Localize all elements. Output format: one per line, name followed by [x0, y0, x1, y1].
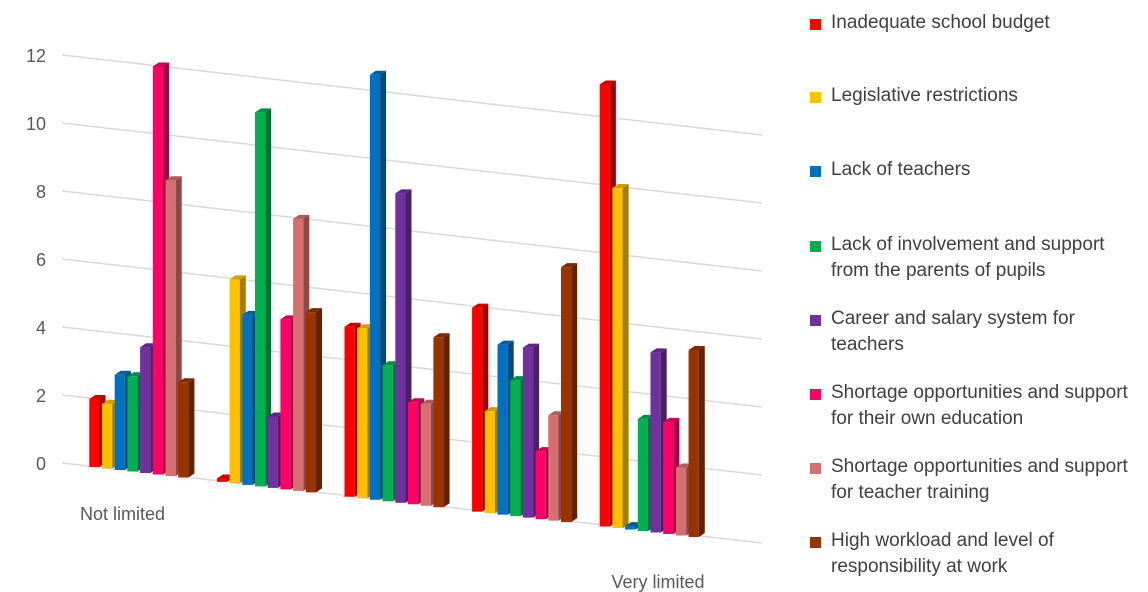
- gridline: [61, 122, 763, 204]
- y-tick-label: 0: [36, 454, 46, 474]
- legend-label: Legislative restrictions: [831, 85, 1018, 106]
- y-tick-label: 2: [36, 386, 46, 406]
- y-tick-label: 12: [26, 46, 46, 66]
- y-tick-label: 6: [36, 250, 46, 270]
- y-tick-label: 10: [26, 114, 46, 134]
- bar: [612, 184, 629, 529]
- y-tick-label: 8: [36, 182, 46, 202]
- gridline: [61, 54, 763, 136]
- legend-label: Lack of involvement and support from the…: [831, 234, 1105, 281]
- legend-label: Inadequate school budget: [831, 12, 1050, 33]
- legend-label: Career and salary system for teachers: [831, 308, 1075, 355]
- legend-item: Lack of teachers: [810, 157, 1146, 183]
- legend-label: Lack of teachers: [831, 159, 971, 180]
- legend-swatch: [810, 463, 821, 474]
- legend-item: Shortage opportunities and support for t…: [810, 380, 1146, 432]
- legend-item: High workload and level of responsibilit…: [810, 528, 1146, 580]
- legend-swatch: [810, 166, 821, 177]
- bar: [433, 333, 450, 508]
- legend-swatch: [810, 315, 821, 326]
- legend-label: Shortage opportunities and support for t…: [831, 382, 1128, 429]
- legend-swatch: [810, 537, 821, 548]
- legend-item: Career and salary system for teachers: [810, 306, 1146, 358]
- legend-swatch: [810, 389, 821, 400]
- chart-plot-area: 0 2 4 6 8 10 12 Not limited Very limited: [26, 46, 763, 592]
- bar: [560, 263, 578, 523]
- legend-item: Inadequate school budget: [810, 10, 1146, 36]
- bar-layer: [89, 62, 705, 538]
- bar: [254, 108, 272, 487]
- x-category-label: Not limited: [80, 504, 165, 524]
- legend-swatch: [810, 19, 821, 30]
- bar: [178, 378, 195, 478]
- bar: [305, 308, 322, 493]
- legend-label: Shortage opportunities and support for t…: [831, 456, 1128, 503]
- legend-swatch: [810, 241, 821, 252]
- legend-item: Shortage opportunities and support for t…: [810, 454, 1146, 506]
- y-tick-label: 4: [36, 318, 46, 338]
- legend-item: Lack of involvement and support from the…: [810, 232, 1146, 284]
- legend-label: High workload and level of responsibilit…: [831, 530, 1054, 577]
- bar: [688, 346, 705, 538]
- axis-layer: 0 2 4 6 8 10 12 Not limited Very limited: [26, 46, 705, 592]
- x-category-label: Very limited: [611, 572, 704, 592]
- legend-swatch: [810, 92, 821, 103]
- legend-item: Legislative restrictions: [810, 83, 1146, 109]
